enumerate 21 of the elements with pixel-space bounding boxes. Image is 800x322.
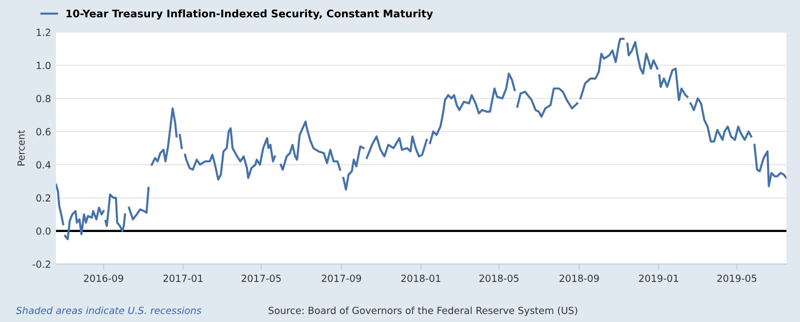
x-tick-label: 2018-05	[479, 274, 519, 282]
y-tick-label: 0.6	[36, 128, 51, 136]
x-tick-label: 2017-05	[242, 274, 281, 282]
y-tick-label: 0.8	[36, 94, 50, 102]
y-tick-label: 0.2	[36, 194, 50, 202]
x-tick-label: 2017-09	[322, 274, 362, 282]
text: Shaded areas indicate U.S. recessions	[16, 306, 202, 314]
y-tick-label: 0.0	[36, 227, 50, 235]
y-tick-label: -0.2	[32, 260, 50, 268]
legend-label: 10-Year Treasury Inflation-Indexed Security, Constant Maturity	[66, 9, 433, 20]
x-tick-label: 2017-01	[163, 274, 202, 282]
x-tick-label: 2018-09	[560, 274, 599, 282]
x-tick-label: 2019-05	[717, 274, 756, 282]
y-tick-label: 1.2	[36, 28, 50, 36]
source-note: Source: Board of Governors of the Federal Reserve System (US)	[268, 306, 578, 316]
y-tick-label: 1.0	[36, 62, 50, 70]
x-tick-label: 2018-01	[401, 274, 440, 282]
x-tick-label: 2016-09	[84, 274, 124, 282]
x-tick-label: 2019-01	[639, 274, 678, 282]
y-tick-label: 0.4	[36, 161, 51, 169]
y-axis-title: Percent	[18, 130, 25, 166]
